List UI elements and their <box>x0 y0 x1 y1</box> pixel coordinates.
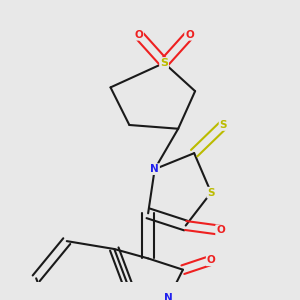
Text: O: O <box>207 255 215 265</box>
Text: O: O <box>134 30 143 40</box>
Text: O: O <box>216 225 225 235</box>
Text: S: S <box>220 120 227 130</box>
Text: S: S <box>160 58 168 68</box>
Text: N: N <box>164 293 173 300</box>
Text: N: N <box>150 164 159 174</box>
Text: O: O <box>185 30 194 40</box>
Text: S: S <box>207 188 215 198</box>
